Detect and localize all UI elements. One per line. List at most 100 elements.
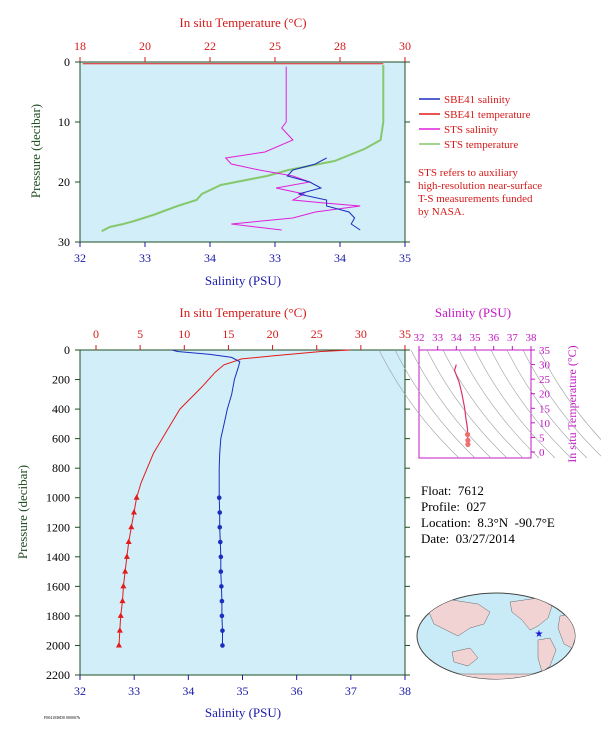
temperature-marker <box>116 627 123 633</box>
ts-sal-tick-label: 34 <box>451 332 463 344</box>
temperature-marker <box>115 641 122 648</box>
sts-note-line: high-resolution near-surface <box>418 180 542 192</box>
bottom-pres-tick-label: 200 <box>52 373 70 387</box>
world-map: ★ <box>416 592 576 680</box>
bottom-axis-ticks: 0 5 10 15 20 25 30 35 32 33 34 35 36 37 38 0 200 400 600 80… <box>46 327 411 698</box>
salinity-marker <box>217 524 223 530</box>
top-sal-tick-label: 32 <box>74 251 86 265</box>
sts-note-line: by NASA. <box>418 206 465 218</box>
density-contour <box>426 349 508 459</box>
bottom-sal-tick-label: 36 <box>291 684 303 698</box>
map-land <box>427 597 575 679</box>
top-temp-axis-title: In situ Temperature (°C) <box>179 15 306 30</box>
sts-temperature-line <box>101 65 385 233</box>
top-pres-tick-label: 30 <box>58 235 70 249</box>
ts-temp-tick-label: 20 <box>539 389 551 401</box>
ts-sal-tick-label: 33 <box>432 332 444 344</box>
top-temp-tick-label: 30 <box>399 39 411 53</box>
continent-europe <box>561 597 575 613</box>
ts-sal-tick-label: 37 <box>507 332 519 344</box>
salinity-marker <box>216 495 222 501</box>
density-contour <box>442 349 524 459</box>
top-sal-tick-label: 33 <box>269 251 281 265</box>
bottom-plot-area <box>79 349 406 676</box>
temperature-profile-line <box>118 349 351 646</box>
ts-sal-tick-label: 32 <box>414 332 425 344</box>
salinity-marker <box>219 584 224 589</box>
legend-label-sts-temperature: STS temperature <box>444 139 518 151</box>
temperature-marker <box>133 494 140 500</box>
continent-antarctica <box>429 673 561 679</box>
bottom-pres-tick-label: 2200 <box>46 668 70 682</box>
top-sal-tick-label: 33 <box>139 251 151 265</box>
ts-temp-tick-label: 30 <box>539 360 551 372</box>
bottom-temp-tick-label: 35 <box>399 327 411 341</box>
bottom-sal-tick-label: 33 <box>128 684 140 698</box>
ts-plot-area <box>418 349 532 459</box>
bottom-pres-tick-label: 400 <box>52 402 70 416</box>
salinity-marker <box>217 510 223 515</box>
ts-temp-tick-label: 35 <box>539 345 551 357</box>
legend-label-sts-salinity: STS salinity <box>444 124 499 136</box>
top-legend: SBE41 salinity SBE41 temperature STS sal… <box>419 94 531 151</box>
ts-temp-tick-label: 10 <box>539 418 551 430</box>
continent-asia <box>427 599 491 637</box>
salinity-marker <box>217 539 223 545</box>
ts-temp-tick-label: 0 <box>539 447 545 459</box>
footer-code: F0041MSD0 0000S7b <box>44 715 80 720</box>
ts-sal-tick-label: 38 <box>526 332 538 344</box>
sbe41-salinity-line <box>286 157 361 231</box>
temperature-marker <box>130 509 137 515</box>
top-pres-tick-label: 10 <box>58 115 70 129</box>
top-temp-tick-label: 20 <box>139 39 151 53</box>
top-plot-area <box>79 61 406 243</box>
bottom-temp-tick-label: 20 <box>267 327 279 341</box>
ts-deep-point <box>465 437 471 443</box>
density-contour <box>378 349 460 459</box>
sts-salinity-line <box>224 66 361 231</box>
top-temp-tick-label: 28 <box>334 39 346 53</box>
ts-temp-tick-label: 15 <box>539 403 551 415</box>
sts-note-line: STS refers to auxiliary <box>418 167 518 179</box>
salinity-marker <box>218 554 224 560</box>
top-sal-tick-label: 34 <box>204 251 216 265</box>
top-pres-tick-label: 0 <box>64 55 70 69</box>
density-contour <box>458 349 540 459</box>
bottom-profile-lines <box>115 349 351 648</box>
salinity-marker <box>220 628 225 633</box>
bottom-pres-tick-label: 1400 <box>46 550 70 564</box>
top-sal-tick-label: 34 <box>334 251 346 265</box>
bottom-temp-tick-label: 10 <box>178 327 190 341</box>
float-location: Location: 8.3°N -90.7°E <box>421 515 555 530</box>
temperature-marker <box>117 612 124 618</box>
bottom-pres-tick-label: 1000 <box>46 491 70 505</box>
bottom-temp-tick-label: 5 <box>137 327 143 341</box>
top-profile-lines <box>82 63 385 233</box>
bottom-pres-tick-label: 800 <box>52 461 70 475</box>
temperature-marker <box>128 523 135 530</box>
continent-south-america <box>537 637 557 673</box>
top-pres-tick-label: 20 <box>58 175 70 189</box>
bottom-temp-tick-label: 25 <box>311 327 323 341</box>
density-contour <box>474 349 556 459</box>
top-temp-tick-label: 22 <box>204 39 216 53</box>
bottom-sal-tick-label: 35 <box>237 684 249 698</box>
salinity-marker <box>219 613 225 619</box>
ts-temp-tick-label: 5 <box>539 432 545 444</box>
float-location-marker: ★ <box>535 629 544 640</box>
bottom-pres-tick-label: 2000 <box>46 638 70 652</box>
ts-sal-tick-label: 35 <box>470 332 482 344</box>
top-sal-axis-title: Salinity (PSU) <box>205 273 281 288</box>
ts-diagram: Salinity (PSU) In situ Temperature (°C) … <box>378 305 601 463</box>
bottom-temp-axis-title: In situ Temperature (°C) <box>179 305 306 320</box>
bottom-pres-tick-label: 1800 <box>46 609 70 623</box>
top-pres-axis-title: Pressure (decibar) <box>28 104 43 198</box>
density-contour <box>522 349 601 457</box>
bottom-pres-tick-label: 1200 <box>46 520 70 534</box>
salinity-marker <box>220 643 225 648</box>
temperature-marker <box>120 582 127 589</box>
density-contour <box>410 349 492 459</box>
ts-sal-axis-title: Salinity (PSU) <box>435 305 511 320</box>
